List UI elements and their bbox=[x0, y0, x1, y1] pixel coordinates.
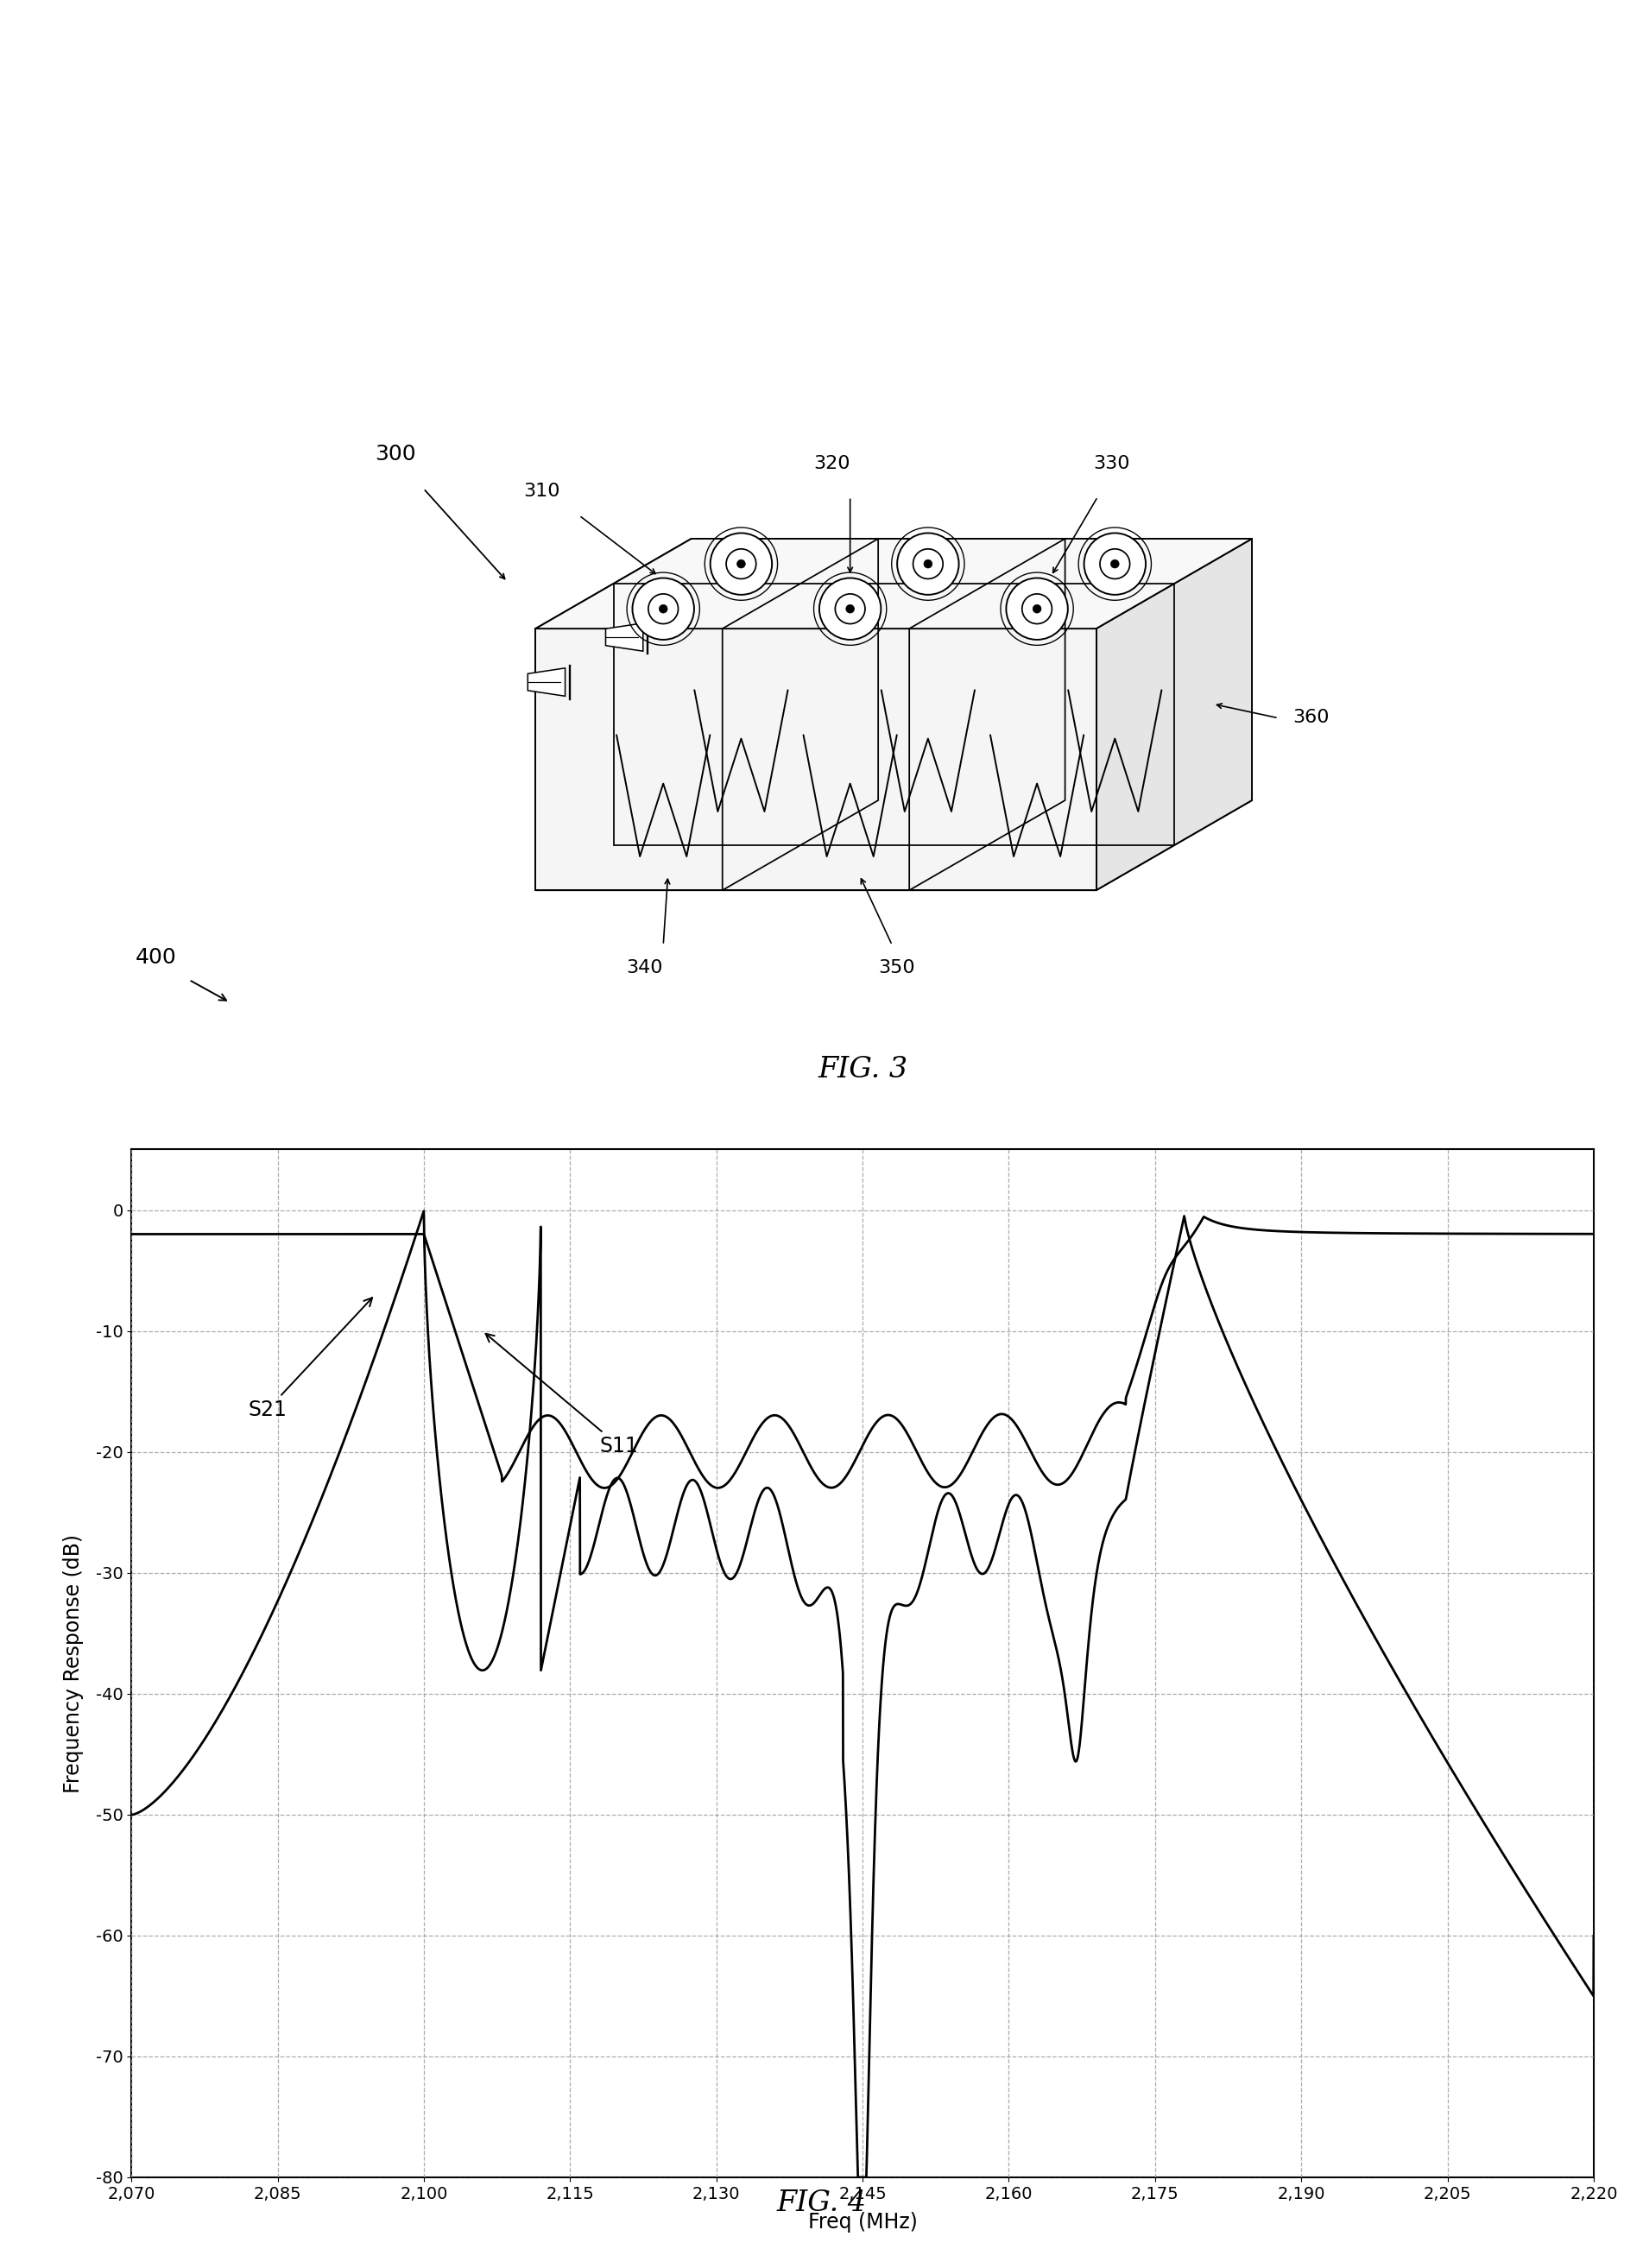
Polygon shape bbox=[536, 540, 1252, 628]
Polygon shape bbox=[536, 628, 1096, 891]
Circle shape bbox=[897, 533, 960, 594]
Text: S11: S11 bbox=[486, 1334, 637, 1456]
Circle shape bbox=[1084, 533, 1145, 594]
Text: 340: 340 bbox=[626, 959, 662, 978]
Text: S21: S21 bbox=[248, 1297, 373, 1420]
Polygon shape bbox=[536, 801, 1252, 891]
Circle shape bbox=[738, 560, 746, 567]
Text: 310: 310 bbox=[524, 483, 560, 501]
Text: 350: 350 bbox=[879, 959, 915, 978]
Polygon shape bbox=[527, 669, 565, 696]
Circle shape bbox=[923, 560, 932, 567]
Text: 360: 360 bbox=[1293, 710, 1329, 726]
Circle shape bbox=[1022, 594, 1052, 624]
Circle shape bbox=[1006, 578, 1068, 640]
Circle shape bbox=[835, 594, 866, 624]
Circle shape bbox=[1033, 606, 1042, 612]
Circle shape bbox=[820, 578, 881, 640]
Text: FIG. 4: FIG. 4 bbox=[777, 2189, 866, 2218]
Circle shape bbox=[1111, 560, 1119, 567]
Polygon shape bbox=[1096, 540, 1252, 891]
Text: 300: 300 bbox=[375, 445, 416, 465]
Y-axis label: Frequency Response (dB): Frequency Response (dB) bbox=[62, 1533, 84, 1794]
Polygon shape bbox=[536, 540, 692, 891]
Circle shape bbox=[726, 549, 756, 578]
Circle shape bbox=[710, 533, 772, 594]
Polygon shape bbox=[692, 540, 1252, 801]
Circle shape bbox=[914, 549, 943, 578]
Text: 320: 320 bbox=[813, 456, 849, 472]
Polygon shape bbox=[606, 624, 642, 651]
Circle shape bbox=[1099, 549, 1130, 578]
Circle shape bbox=[846, 606, 854, 612]
Circle shape bbox=[649, 594, 679, 624]
Text: 330: 330 bbox=[1093, 456, 1130, 472]
Circle shape bbox=[633, 578, 693, 640]
Text: FIG. 3: FIG. 3 bbox=[818, 1055, 907, 1084]
Circle shape bbox=[659, 606, 667, 612]
Text: 400: 400 bbox=[135, 948, 177, 968]
X-axis label: Freq (MHz): Freq (MHz) bbox=[808, 2211, 917, 2232]
